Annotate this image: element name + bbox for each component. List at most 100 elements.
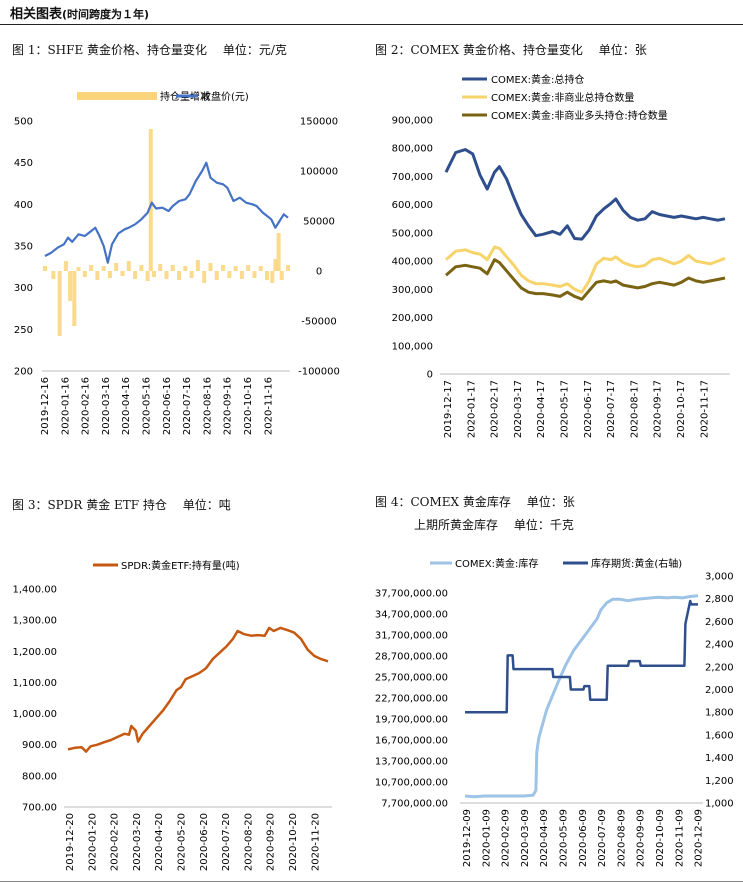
shfe-x-tick-label: 2020-11-16 <box>263 377 274 435</box>
spdr-x-tick-label: 2020-07-20 <box>221 813 232 871</box>
comex-oi-x-tick-label: 2019-12-17 <box>443 380 454 438</box>
spdr-y-tick-label: 1,300.00 <box>12 616 57 627</box>
shfe-left-y-tick-label: 500 <box>14 117 33 128</box>
section-subtitle: (时间跨度为１年) <box>62 8 150 21</box>
shfe-chart: 持仓量增减收盘价(元)50045040035030025020015000010… <box>14 90 340 435</box>
inv-left-y-tick-label: 31,700,000.00 <box>375 631 448 642</box>
shfe-x-tick-label: 2020-06-16 <box>162 377 173 435</box>
oi-change-bar <box>195 260 200 271</box>
spdr-y-tick-label: 1,000.00 <box>12 709 57 720</box>
comex-oi-x-tick-label: 2020-11-17 <box>699 380 710 438</box>
shfe-x-tick-label: 2020-01-16 <box>60 377 71 435</box>
spdr-x-tick-label: 2019-12-20 <box>65 813 76 871</box>
spdr-x-tick-label: 2020-04-20 <box>154 813 165 871</box>
oi-change-bar <box>202 271 207 283</box>
spdr-y-tick-label: 1,400.00 <box>12 585 57 596</box>
comex-oi-y-tick-label: 900,000 <box>392 116 433 127</box>
inventory-chart: COMEX:黄金:库存 库存期货:黄金(右轴) 37,700,000.00 34,70… <box>375 557 734 867</box>
spdr-x-tick-label: 2020-10-20 <box>288 813 299 871</box>
comex-oi-y-tick-label: 500,000 <box>392 228 433 239</box>
oi-change-bar <box>270 271 275 283</box>
spdr-x-tick-label: 2020-08-20 <box>243 813 254 871</box>
shfe-x-tick-label: 2020-10-16 <box>243 377 254 435</box>
oi-change-bar <box>227 271 232 278</box>
spdr-y-tick-label: 800.00 <box>22 771 57 782</box>
oi-change-bar <box>57 271 62 336</box>
comex-oi-y-tick-label: 700,000 <box>392 172 433 183</box>
header-bar: 相关图表(时间跨度为１年) <box>0 0 743 25</box>
shfe-right-y-tick-label: -50000 <box>301 317 336 328</box>
oi-change-bar <box>126 261 131 271</box>
oi-change-bar <box>276 233 281 271</box>
inv-left-y-tick-label: 13,700,000.00 <box>375 757 448 768</box>
oi-change-bar <box>265 271 270 280</box>
oi-change-bar <box>145 271 150 281</box>
inv-x-tick-label: 2020-11-09 <box>674 809 685 867</box>
spdr-chart: SPDR:黄金ETF:持有量(吨) 1,400.00 1,300.00 1,200.0… <box>12 559 332 871</box>
oi-change-bar <box>164 271 169 279</box>
comex-oi-x-tick-label: 2020-10-17 <box>676 380 687 438</box>
inv-right-y-tick-label: 2,600 <box>705 617 734 628</box>
oi-change-bar <box>252 271 257 278</box>
shfe-x-tick-label: 2020-05-16 <box>142 377 153 435</box>
comex-inventory-line <box>464 594 699 799</box>
oi-change-bar <box>158 264 163 271</box>
spdr-y-tick-label: 1,100.00 <box>12 678 57 689</box>
oi-change-bar <box>170 265 175 271</box>
inv-right-y-tick-label: 2,200 <box>705 662 734 673</box>
oi-change-bar <box>82 271 87 277</box>
inv-left-y-tick-label: 25,700,000.00 <box>375 673 448 684</box>
chart4-caption-2: 上期所黄金库存 单位：千克 <box>414 518 574 532</box>
oi-change-bar <box>189 271 194 278</box>
spdr-x-tick-label: 2020-03-20 <box>132 813 143 871</box>
oi-change-bar <box>120 271 125 276</box>
legend-label-comex-inventory: COMEX:黄金:库存 <box>455 557 538 570</box>
inv-left-y-tick-label: 10,700,000.00 <box>375 778 448 789</box>
comex-oi-x-tick-label: 2020-07-17 <box>606 380 617 438</box>
shfe-x-tick-label: 2020-09-16 <box>223 377 234 435</box>
shfe-right-y-tick-label: 100000 <box>300 167 338 178</box>
shfe-left-y-tick-label: 400 <box>14 200 33 211</box>
comex-oi-x-tick-label: 2020-03-17 <box>513 380 524 438</box>
oi-change-bar <box>214 271 219 280</box>
inv-x-tick-label: 2020-10-09 <box>655 809 666 867</box>
inv-x-tick-label: 2020-05-09 <box>559 809 570 867</box>
bottom-rule <box>0 881 743 882</box>
oi-change-bar <box>114 263 119 271</box>
legend-label-close: 收盘价(元) <box>201 90 249 103</box>
shfe-left-y-tick-label: 350 <box>14 242 33 253</box>
legend-swatch-oi-change <box>77 92 157 100</box>
oi-change-bar <box>177 271 182 280</box>
oi-change-bar <box>151 271 156 277</box>
legend-label-spdr: SPDR:黄金ETF:持有量(吨) <box>121 559 240 572</box>
inv-left-y-tick-label: 37,700,000.00 <box>375 589 448 600</box>
shfe-inventory-line <box>465 599 698 714</box>
inv-left-y-tick-label: 19,700,000.00 <box>375 715 448 726</box>
chart3-caption: 图 3：SPDR 黄金 ETF 持仓 单位：吨 <box>12 498 231 512</box>
oi-change-bar <box>95 271 100 280</box>
comex-oi-chart: COMEX:黄金:总持仓 COMEX:黄金:非商业总持仓数量 COMEX:黄金:非商… <box>392 73 730 438</box>
comex-oi-series-1 <box>444 148 726 241</box>
comex-oi-y-tick-label: 0 <box>427 370 433 381</box>
spdr-x-tick-label: 2020-09-20 <box>266 813 277 871</box>
shfe-x-tick-label: 2020-07-16 <box>182 377 193 435</box>
comex-oi-y-tick-label: 800,000 <box>392 144 433 155</box>
shfe-left-y-tick-label: 300 <box>14 283 33 294</box>
comex-oi-x-tick-label: 2020-01-17 <box>466 380 477 438</box>
shfe-x-tick-label: 2020-02-16 <box>81 377 92 435</box>
comex-oi-y-tick-label: 300,000 <box>392 285 433 296</box>
oi-change-bar <box>43 266 47 271</box>
legend-label-1: COMEX:黄金:总持仓 <box>491 73 584 86</box>
oi-change-bar <box>221 265 226 271</box>
comex-oi-y-tick-label: 600,000 <box>392 200 433 211</box>
inv-left-y-tick-label: 34,700,000.00 <box>375 610 448 621</box>
legend-label-3: COMEX:黄金:非商业多头持仓:持仓数量 <box>491 109 668 122</box>
oi-change-bar <box>63 261 68 271</box>
oi-change-bar <box>101 266 106 271</box>
chart2-caption: 图 2：COMEX 黄金价格、持仓量变化 单位：张 <box>375 43 647 57</box>
shfe-right-y-tick-label: -100000 <box>298 367 340 378</box>
inv-x-tick-label: 2020-08-09 <box>616 809 627 867</box>
shfe-right-y-tick-label: 150000 <box>300 117 338 128</box>
oi-change-bar <box>89 265 94 271</box>
inv-right-y-tick-label: 1,600 <box>705 730 734 741</box>
